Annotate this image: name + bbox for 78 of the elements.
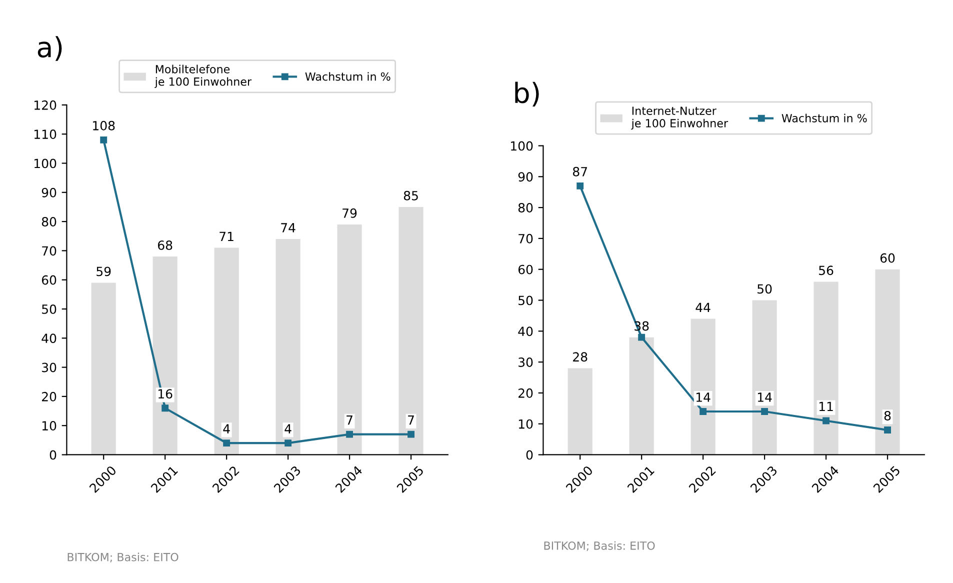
legend-label: Internet-Nutzer je 100 Einwohner xyxy=(631,106,728,130)
bar xyxy=(337,224,362,455)
point xyxy=(162,404,169,412)
y-tick-label: 20 xyxy=(518,388,533,398)
y-tick-label: 90 xyxy=(42,188,56,198)
data-label: 7 xyxy=(408,416,414,425)
data-label: 59 xyxy=(96,266,111,276)
bar xyxy=(91,282,116,455)
data-label: 74 xyxy=(281,223,296,232)
y-tick-label: 120 xyxy=(34,100,56,110)
y-tick-label: 70 xyxy=(518,234,533,244)
y-tick-label: 100 xyxy=(511,141,533,151)
chart-title: b) xyxy=(515,82,539,107)
text: BITKOM; Basis: EITO xyxy=(544,541,655,551)
bar xyxy=(568,368,592,455)
point xyxy=(822,417,830,424)
data-label: 14 xyxy=(696,392,710,402)
legend-label: Mobiltelefone je 100 Einwohner xyxy=(154,64,252,88)
y-tick-label: 40 xyxy=(518,326,533,336)
bar xyxy=(690,318,716,455)
data-label: 71 xyxy=(220,232,234,242)
y-tick-label: 0 xyxy=(526,450,533,460)
point xyxy=(700,408,707,415)
data-label: 85 xyxy=(404,190,418,200)
bar xyxy=(629,337,654,455)
data-label: 7 xyxy=(346,416,352,425)
y-tick-label: 10 xyxy=(518,419,533,429)
point xyxy=(100,136,108,144)
legend-label: Wachstum in % xyxy=(305,72,390,81)
data-label: 44 xyxy=(696,302,710,312)
bar xyxy=(276,239,300,455)
data-label: 108 xyxy=(93,120,115,130)
data-label: 11 xyxy=(819,402,833,412)
data-label: 14 xyxy=(758,392,772,402)
y-tick-label: 30 xyxy=(42,362,56,372)
data-label: 87 xyxy=(572,166,587,176)
chart-title: a) xyxy=(38,36,62,61)
bar xyxy=(752,300,777,455)
point xyxy=(346,430,354,438)
text: BITKOM; Basis: EITO xyxy=(68,552,178,562)
y-tick-label: 40 xyxy=(42,334,56,344)
bar xyxy=(398,206,424,455)
data-label: 4 xyxy=(223,424,230,434)
y-tick-label: 60 xyxy=(42,275,56,285)
y-tick-label: 60 xyxy=(518,264,533,274)
legend-label: Wachstum in % xyxy=(782,114,867,122)
y-tick-label: 20 xyxy=(42,392,56,402)
data-label: 4 xyxy=(284,424,292,434)
y-tick-label: 110 xyxy=(34,130,56,140)
y-tick-label: 90 xyxy=(518,172,533,182)
y-tick-label: 70 xyxy=(42,246,56,256)
data-label: 28 xyxy=(573,352,588,362)
point xyxy=(576,182,584,190)
data-label: 16 xyxy=(158,389,172,399)
data-label: 56 xyxy=(819,266,834,276)
bar xyxy=(214,248,239,455)
point xyxy=(638,334,646,341)
y-tick-label: 50 xyxy=(518,296,533,306)
bar xyxy=(875,269,900,455)
y-tick-label: 30 xyxy=(518,358,533,367)
data-label: 68 xyxy=(158,240,172,250)
data-label: 60 xyxy=(880,253,895,263)
y-tick-label: 10 xyxy=(42,421,56,431)
point xyxy=(408,430,414,438)
y-tick-label: 50 xyxy=(42,304,56,314)
point xyxy=(884,426,891,434)
y-tick-label: 80 xyxy=(42,217,56,226)
data-label: 79 xyxy=(342,208,357,218)
bar xyxy=(152,256,178,455)
y-tick-label: 100 xyxy=(34,158,56,168)
bar xyxy=(814,282,838,455)
y-tick-label: 80 xyxy=(518,203,533,212)
point xyxy=(761,408,768,415)
data-label: 50 xyxy=(758,284,772,294)
data-label: 8 xyxy=(884,411,891,420)
y-tick-label: 0 xyxy=(50,450,56,460)
point xyxy=(284,440,292,447)
point xyxy=(223,440,230,447)
